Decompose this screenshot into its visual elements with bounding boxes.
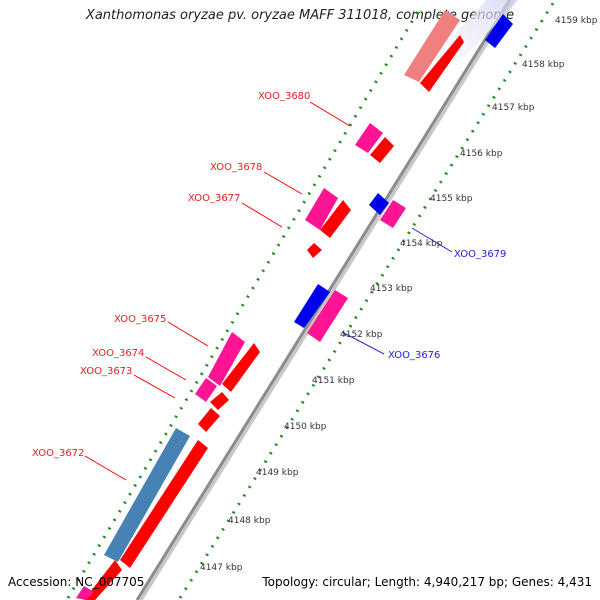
gene-label[interactable]: XOO_3678	[210, 162, 262, 173]
gene-feature	[208, 332, 245, 386]
gene-label[interactable]: XOO_3674	[92, 348, 144, 359]
map-title: Xanthomonas oryzae pv. oryzae MAFF 31101…	[85, 8, 515, 23]
other-feature	[104, 428, 190, 562]
cds-feature	[84, 560, 122, 600]
gene-feature	[355, 123, 383, 153]
label-leader	[341, 331, 385, 355]
gene-feature	[195, 378, 217, 402]
gene-label[interactable]: XOO_3675	[114, 314, 166, 325]
scale-label: 4153 kbp	[370, 284, 413, 294]
scale-label: 4152 kbp	[340, 330, 383, 340]
cds-feature	[120, 440, 208, 568]
scale-label: 4156 kbp	[460, 149, 503, 159]
gene-label[interactable]: XOO_3680	[258, 91, 310, 102]
scale-label: 4148 kbp	[228, 516, 271, 526]
scale-label: 4154 kbp	[400, 239, 443, 249]
gene-label[interactable]: XOO_3672	[32, 448, 84, 459]
scale-label: 4150 kbp	[284, 422, 327, 432]
gene-label[interactable]: XOO_3677	[188, 193, 240, 204]
scale-label: 4157 kbp	[492, 103, 535, 113]
label-leader	[84, 455, 127, 481]
right-ruler-line	[178, 0, 557, 599]
gene-feature	[76, 586, 94, 600]
left-ruler-line	[66, 7, 422, 599]
gene-label[interactable]: XOO_3679	[454, 249, 506, 260]
label-leader	[411, 227, 453, 253]
gene-feature	[307, 290, 348, 342]
reverse-cds-feature	[294, 284, 330, 328]
label-leader	[133, 374, 176, 399]
accession-text: Accession: NC_007705	[8, 575, 145, 589]
scale-label: 4151 kbp	[312, 376, 355, 386]
scale-label: 4149 kbp	[256, 468, 299, 478]
scale-label: 4147 kbp	[200, 563, 243, 573]
gene-label[interactable]: XOO_3673	[80, 366, 132, 377]
reverse-cds-feature	[485, 14, 513, 48]
label-leader	[263, 171, 303, 195]
label-leader	[145, 356, 187, 381]
cds-feature	[307, 243, 322, 258]
cds-feature	[420, 35, 464, 92]
cds-feature	[198, 408, 220, 432]
gene-label[interactable]: XOO_3676	[388, 350, 440, 361]
cds-feature	[320, 200, 351, 238]
label-leader	[309, 101, 351, 127]
reverse-cds-feature	[369, 193, 389, 215]
genome-backbone-shadow	[137, 0, 516, 600]
scale-label: 4155 kbp	[430, 194, 473, 204]
gene-feature	[380, 200, 406, 228]
scale-label: 4158 kbp	[522, 60, 565, 70]
label-leader	[167, 321, 209, 347]
cds-feature	[210, 392, 229, 410]
cds-feature	[404, 10, 460, 82]
gene-feature	[305, 188, 338, 230]
cds-feature	[370, 137, 394, 163]
cds-feature	[222, 343, 260, 392]
scale-label: 4159 kbp	[555, 16, 598, 26]
genome-summary: Topology: circular; Length: 4,940,217 bp…	[262, 575, 592, 589]
label-leader	[241, 202, 283, 228]
